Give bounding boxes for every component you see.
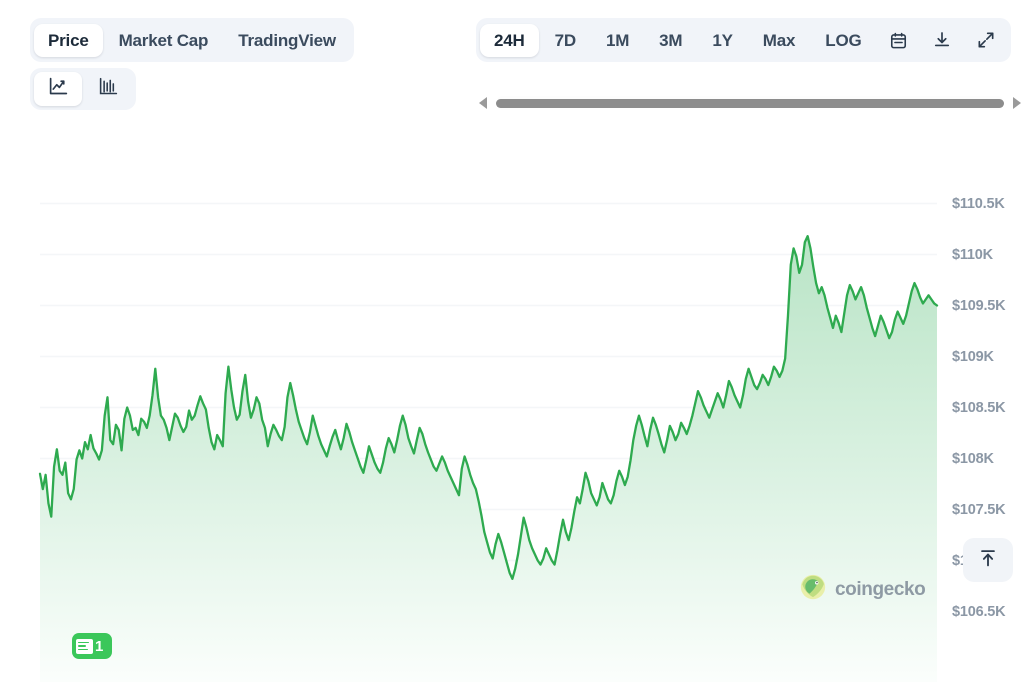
news-event-count: 1 xyxy=(95,637,104,655)
chart-type-toggle-group xyxy=(30,68,136,110)
y-axis-tick-label: $109K xyxy=(952,348,994,365)
chart-toolbar: Price Market Cap TradingView xyxy=(0,0,1024,110)
coingecko-logo-icon xyxy=(800,574,826,605)
range-3m[interactable]: 3M xyxy=(645,24,696,57)
y-axis-tick-label: $108.5K xyxy=(952,399,1006,416)
collapse-up-icon xyxy=(977,547,999,574)
tab-tradingview[interactable]: TradingView xyxy=(224,24,350,57)
scroll-right-button[interactable] xyxy=(1010,96,1024,110)
price-chart[interactable]: $110.5K $110K $109.5K $109K $108.5K $108K $107… xyxy=(0,140,1024,682)
view-tab-group: Price Market Cap TradingView xyxy=(30,18,354,62)
y-axis-tick-label: $110.5K xyxy=(952,195,1005,212)
chevron-right-icon xyxy=(1013,97,1021,109)
y-axis-tick-label: $110K xyxy=(952,246,993,263)
range-1y[interactable]: 1Y xyxy=(698,24,746,57)
news-article-icon xyxy=(76,638,93,654)
tab-market-cap[interactable]: Market Cap xyxy=(105,24,223,57)
calendar-button[interactable] xyxy=(878,24,919,57)
candlestick-chart-toggle[interactable] xyxy=(84,72,132,106)
line-chart-toggle[interactable] xyxy=(34,72,82,106)
chart-area-fill xyxy=(40,236,937,682)
range-24h[interactable]: 24H xyxy=(480,23,539,57)
coingecko-watermark: coingecko xyxy=(800,574,926,605)
scrollbar-thumb[interactable] xyxy=(496,98,1004,108)
range-log[interactable]: LOG xyxy=(811,24,875,57)
line-chart-icon xyxy=(48,76,69,102)
y-axis-tick-label: $107.5K xyxy=(952,501,1006,518)
scrollbar-track[interactable] xyxy=(496,96,1004,110)
range-7d[interactable]: 7D xyxy=(541,24,590,57)
y-axis-tick-label: $109.5K xyxy=(952,297,1006,314)
scroll-left-button[interactable] xyxy=(476,96,490,110)
y-axis-tick-label: $106.5K xyxy=(952,603,1006,620)
y-axis-tick-label: $108K xyxy=(952,450,994,467)
range-max[interactable]: Max xyxy=(749,24,809,57)
expand-button[interactable] xyxy=(965,23,1007,57)
scroll-to-top-button[interactable] xyxy=(963,538,1013,582)
news-event-badge[interactable]: 1 xyxy=(72,633,112,659)
price-chart-svg[interactable] xyxy=(0,140,1024,682)
tab-price[interactable]: Price xyxy=(34,23,103,57)
expand-icon xyxy=(976,30,996,50)
range-1m[interactable]: 1M xyxy=(592,24,643,57)
chart-price-line xyxy=(38,234,939,581)
download-button[interactable] xyxy=(921,23,963,57)
time-range-tab-group: 24H 7D 1M 3M 1Y Max LOG xyxy=(476,18,1011,62)
chevron-left-icon xyxy=(479,97,487,109)
coingecko-watermark-text: coingecko xyxy=(835,578,926,600)
y-axis-labels: $110.5K $110K $109.5K $109K $108.5K $108K $107… xyxy=(952,140,1024,682)
chart-horizontal-scrollbar[interactable] xyxy=(476,88,1024,118)
candlestick-chart-icon xyxy=(98,76,119,102)
download-icon xyxy=(932,30,952,50)
calendar-icon xyxy=(889,31,908,50)
